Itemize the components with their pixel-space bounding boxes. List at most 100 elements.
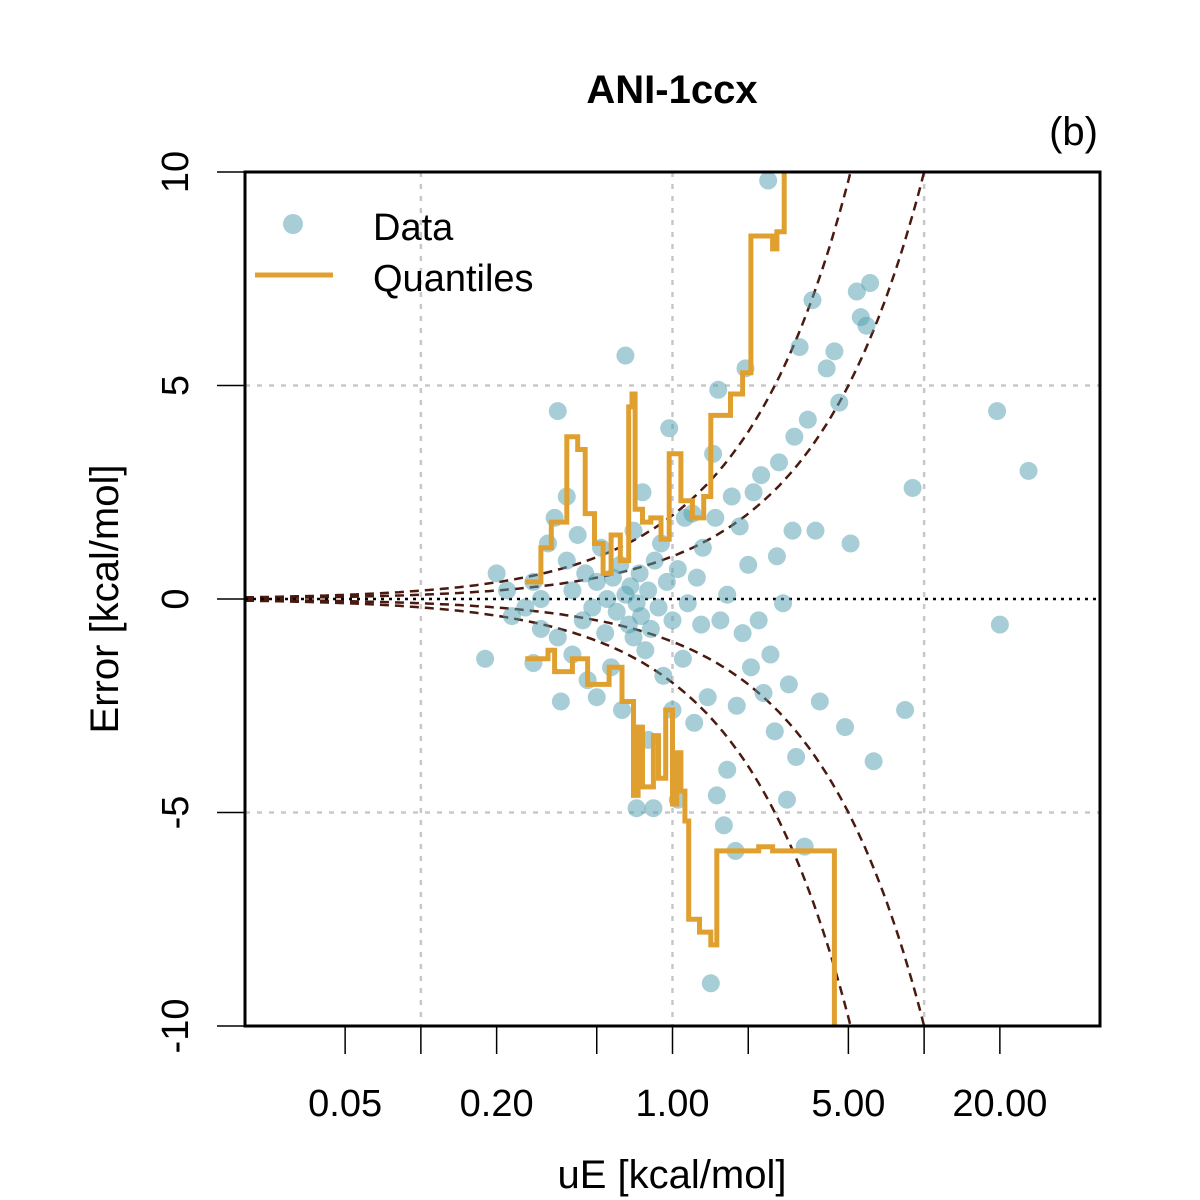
data-point bbox=[718, 585, 737, 604]
data-point bbox=[607, 602, 626, 621]
data-points bbox=[476, 172, 1038, 993]
data-point bbox=[767, 547, 786, 566]
data-point bbox=[769, 453, 788, 472]
data-point bbox=[749, 611, 768, 630]
guide-curve bbox=[245, 599, 852, 1026]
data-point bbox=[692, 615, 711, 634]
data-point bbox=[701, 974, 720, 993]
guide-curve bbox=[245, 172, 852, 599]
data-point bbox=[616, 346, 635, 365]
data-point bbox=[825, 342, 844, 361]
data-point bbox=[583, 598, 602, 617]
data-point bbox=[790, 338, 809, 357]
data-point bbox=[1019, 461, 1038, 480]
data-point bbox=[730, 517, 749, 536]
data-point bbox=[707, 786, 726, 805]
data-point bbox=[621, 577, 640, 596]
data-point bbox=[654, 666, 673, 685]
data-point bbox=[754, 683, 773, 702]
data-point bbox=[548, 628, 567, 647]
x-axis: 0.05 0.20 1.00 5.00 20.00 bbox=[308, 1026, 1047, 1125]
guide-curve bbox=[245, 598, 926, 1026]
data-point bbox=[687, 568, 706, 587]
data-point bbox=[785, 427, 804, 446]
data-point bbox=[861, 274, 880, 293]
data-point bbox=[761, 645, 780, 664]
data-point bbox=[798, 410, 817, 429]
data-point bbox=[706, 508, 725, 527]
data-point bbox=[668, 560, 687, 579]
y-tick-label: -5 bbox=[155, 796, 197, 830]
data-point bbox=[896, 701, 915, 720]
data-point bbox=[587, 688, 606, 707]
y-tick-label: 5 bbox=[155, 375, 197, 396]
y-axis-label: Error [kcal/mol] bbox=[83, 465, 127, 734]
data-point bbox=[649, 598, 668, 617]
data-point bbox=[903, 478, 922, 497]
data-point bbox=[711, 611, 730, 630]
x-tick-label: 20.00 bbox=[952, 1083, 1047, 1125]
legend-data-label: Data bbox=[373, 207, 454, 249]
x-tick-label: 0.20 bbox=[460, 1083, 534, 1125]
data-point bbox=[787, 747, 806, 766]
data-point bbox=[613, 701, 632, 720]
data-point bbox=[587, 572, 606, 591]
data-point bbox=[759, 172, 778, 190]
data-point bbox=[531, 619, 550, 638]
y-axis: -10 -5 0 5 10 bbox=[155, 151, 245, 1054]
data-point bbox=[516, 598, 535, 617]
data-point bbox=[744, 483, 763, 502]
data-point bbox=[645, 551, 664, 570]
data-point bbox=[531, 590, 550, 608]
data-point bbox=[777, 790, 796, 809]
data-point bbox=[633, 483, 652, 502]
data-point bbox=[685, 713, 704, 732]
y-tick-label: -10 bbox=[155, 999, 197, 1054]
data-point bbox=[990, 615, 1009, 634]
quantile-line-upper bbox=[525, 172, 787, 585]
quantile-lines bbox=[525, 172, 837, 1026]
data-point bbox=[663, 611, 682, 630]
data-point bbox=[639, 581, 658, 600]
quantile-line-lower bbox=[525, 647, 837, 1026]
grid-lines bbox=[245, 172, 1100, 1026]
data-point bbox=[779, 675, 798, 694]
panel-label: (b) bbox=[1049, 110, 1098, 154]
data-point bbox=[806, 521, 825, 540]
data-point bbox=[733, 624, 752, 643]
y-tick-label: 10 bbox=[155, 151, 197, 193]
data-point bbox=[817, 359, 836, 378]
data-point bbox=[476, 649, 495, 668]
data-point bbox=[841, 534, 860, 553]
x-tick-label: 0.05 bbox=[308, 1083, 382, 1125]
data-point bbox=[765, 722, 784, 741]
data-point bbox=[563, 581, 582, 600]
data-point bbox=[836, 718, 855, 737]
data-point bbox=[627, 799, 646, 818]
data-point bbox=[657, 572, 676, 591]
data-point bbox=[568, 525, 587, 544]
x-tick-label: 5.00 bbox=[811, 1083, 885, 1125]
data-point bbox=[847, 282, 866, 301]
data-point bbox=[636, 641, 655, 660]
data-point bbox=[709, 380, 728, 399]
data-point bbox=[810, 692, 829, 711]
legend-quantiles-label: Quantiles bbox=[373, 258, 534, 300]
data-point bbox=[803, 291, 822, 310]
data-point bbox=[714, 816, 733, 835]
data-point bbox=[783, 521, 802, 540]
data-point bbox=[632, 607, 651, 626]
legend-data-marker bbox=[283, 214, 303, 234]
data-point bbox=[864, 752, 883, 771]
data-point bbox=[857, 316, 876, 335]
data-point bbox=[727, 696, 746, 715]
data-point bbox=[551, 692, 570, 711]
data-point bbox=[722, 487, 741, 506]
data-point bbox=[630, 564, 649, 583]
data-point bbox=[487, 564, 506, 583]
chart-title: ANI-1ccx bbox=[586, 68, 757, 112]
data-point bbox=[718, 760, 737, 779]
x-axis-label: uE [kcal/mol] bbox=[558, 1153, 787, 1197]
data-point bbox=[498, 581, 517, 600]
